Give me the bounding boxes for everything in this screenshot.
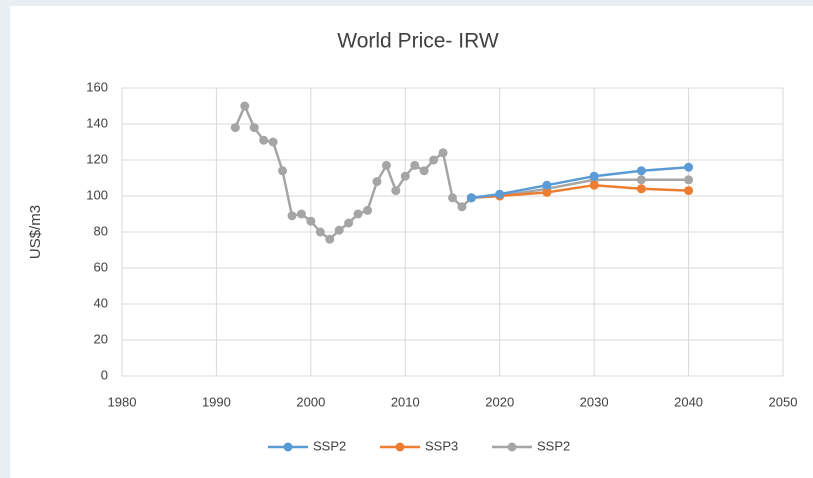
x-tick-label: 2010 xyxy=(391,394,420,409)
point xyxy=(684,175,694,185)
point xyxy=(287,211,297,221)
x-tick-label: 2050 xyxy=(769,394,798,409)
point xyxy=(381,160,391,170)
point xyxy=(589,171,599,181)
point xyxy=(438,148,448,158)
point xyxy=(400,171,410,181)
point xyxy=(636,184,646,194)
point xyxy=(448,193,457,203)
chart-title: World Price- IRW xyxy=(337,30,499,53)
legend-marker xyxy=(395,442,405,452)
point xyxy=(636,175,646,185)
chart-background xyxy=(10,6,813,478)
y-tick-label: 120 xyxy=(86,151,108,166)
y-tick-label: 0 xyxy=(101,367,108,382)
point xyxy=(296,209,306,219)
point xyxy=(495,189,505,199)
point xyxy=(306,216,316,226)
point xyxy=(636,166,646,176)
x-tick-label: 1980 xyxy=(108,394,137,409)
x-tick-label: 2040 xyxy=(674,394,703,409)
point xyxy=(542,187,552,197)
series-line xyxy=(471,165,689,200)
series-line xyxy=(471,183,689,200)
x-tick-label: 2000 xyxy=(296,394,325,409)
point xyxy=(334,225,344,235)
x-tick-label: 2030 xyxy=(580,394,609,409)
point xyxy=(542,180,552,190)
point xyxy=(410,160,420,170)
legend-label: SSP3 xyxy=(425,438,458,453)
point xyxy=(230,123,240,133)
point xyxy=(325,234,335,244)
x-tick-label: 1990 xyxy=(202,394,231,409)
y-tick-label: 60 xyxy=(94,259,108,274)
point xyxy=(353,209,363,219)
y-axis-label: US$/m3 xyxy=(27,205,44,259)
y-tick-label: 160 xyxy=(86,79,108,94)
point xyxy=(684,186,694,196)
point xyxy=(457,202,467,212)
x-tick-label: 2020 xyxy=(485,394,514,409)
legend-label: SSP2 xyxy=(313,438,346,453)
y-tick-label: 100 xyxy=(86,187,108,202)
legend-label: SSP2 xyxy=(537,438,570,453)
y-tick-label: 80 xyxy=(94,223,108,238)
point xyxy=(589,180,599,190)
y-tick-label: 20 xyxy=(94,331,108,346)
point xyxy=(278,166,288,176)
point xyxy=(466,193,476,203)
y-tick-label: 140 xyxy=(86,115,108,130)
point xyxy=(268,137,278,147)
point xyxy=(344,218,354,228)
legend-marker xyxy=(283,442,293,452)
point xyxy=(363,205,373,215)
point xyxy=(419,166,429,176)
legend-marker xyxy=(507,442,517,452)
point xyxy=(391,186,401,196)
point xyxy=(259,135,269,145)
point xyxy=(684,162,694,172)
point xyxy=(372,177,382,187)
point xyxy=(315,227,325,237)
point xyxy=(429,155,439,165)
point xyxy=(240,101,250,111)
point xyxy=(249,123,259,133)
y-tick-label: 40 xyxy=(94,295,108,310)
